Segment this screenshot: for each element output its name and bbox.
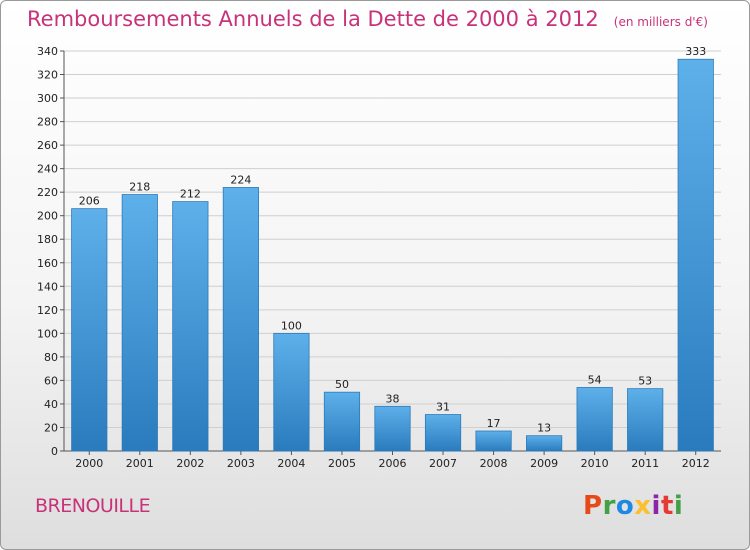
x-tick-label: 2005 [328, 457, 356, 470]
data-label: 38 [386, 392, 400, 405]
x-tick-label: 2001 [126, 457, 154, 470]
bar [121, 194, 158, 452]
bar [273, 332, 310, 452]
data-label: 17 [487, 417, 501, 430]
y-tick-label: 160 [37, 257, 58, 270]
data-label: 206 [79, 195, 100, 208]
y-tick-label: 340 [37, 45, 58, 58]
y-tick-label: 40 [44, 398, 58, 411]
commune-name: BRENOUILLE [35, 495, 151, 517]
y-tick-label: 280 [37, 116, 58, 129]
axis-layer: 0 20 40 60 80 100 120 140 160 180 200 220 240 260 280 3… [37, 45, 721, 470]
data-label: 333 [685, 45, 706, 58]
x-tick-label: 2009 [530, 457, 558, 470]
x-tick-label: 2012 [682, 457, 710, 470]
y-tick-label: 100 [37, 327, 58, 340]
x-tick-label: 2003 [227, 457, 255, 470]
bar [71, 208, 108, 452]
bar-layer [71, 58, 714, 452]
proxiti-logo[interactable]: Proxiti [583, 491, 683, 521]
y-tick-label: 180 [37, 233, 58, 246]
y-tick-label: 300 [37, 92, 58, 105]
logo-letter: i [673, 491, 684, 521]
x-tick-label: 2011 [631, 457, 659, 470]
logo-letter: x [634, 491, 652, 521]
logo-letter: r [602, 491, 616, 521]
bar [677, 58, 714, 452]
x-tick-label: 2000 [75, 457, 103, 470]
chart-title: Remboursements Annuels de la Dette de 20… [27, 7, 599, 31]
bar [526, 435, 563, 452]
data-label: 100 [281, 319, 302, 332]
x-tick-label: 2002 [176, 457, 204, 470]
y-tick-label: 60 [44, 374, 58, 387]
logo-letter: P [583, 491, 603, 521]
x-tick-label: 2007 [429, 457, 457, 470]
bar [424, 414, 462, 452]
y-tick-label: 120 [37, 304, 58, 317]
title-row: Remboursements Annuels de la Dette de 20… [27, 7, 708, 31]
bar [222, 187, 259, 452]
x-tick-label: 2006 [379, 457, 407, 470]
x-tick-label: 2008 [480, 457, 508, 470]
data-label: 218 [129, 181, 150, 194]
bar [627, 388, 664, 452]
y-tick-label: 0 [51, 445, 58, 458]
bar [323, 391, 361, 452]
x-tick-label: 2010 [581, 457, 609, 470]
y-tick-label: 200 [37, 210, 58, 223]
y-tick-label: 220 [37, 186, 58, 199]
data-label: 224 [230, 173, 251, 186]
data-label: 53 [638, 375, 652, 388]
logo-letter: o [615, 491, 635, 521]
data-label: 54 [588, 373, 602, 386]
bar [172, 201, 209, 452]
label-layer: 206 218 212 224 100 50 38 31 17 13 54 53 333 [79, 45, 706, 434]
bar [374, 405, 411, 452]
x-tick-label: 2004 [277, 457, 305, 470]
y-tick-label: 80 [44, 351, 58, 364]
grid-layer [64, 50, 721, 452]
logo-letter: i [651, 491, 661, 521]
data-label: 212 [180, 188, 201, 201]
data-label: 50 [335, 378, 349, 391]
y-tick-label: 240 [37, 163, 58, 176]
y-tick-label: 20 [44, 421, 58, 434]
y-tick-label: 320 [37, 69, 58, 82]
data-label: 31 [436, 401, 450, 414]
logo-letter: t [660, 491, 674, 521]
y-tick-label: 260 [37, 139, 58, 152]
data-label: 13 [537, 422, 551, 435]
bar [475, 430, 512, 452]
bar [576, 387, 613, 452]
y-tick-label: 140 [37, 280, 58, 293]
unit-label: (en milliers d'€) [613, 15, 708, 29]
